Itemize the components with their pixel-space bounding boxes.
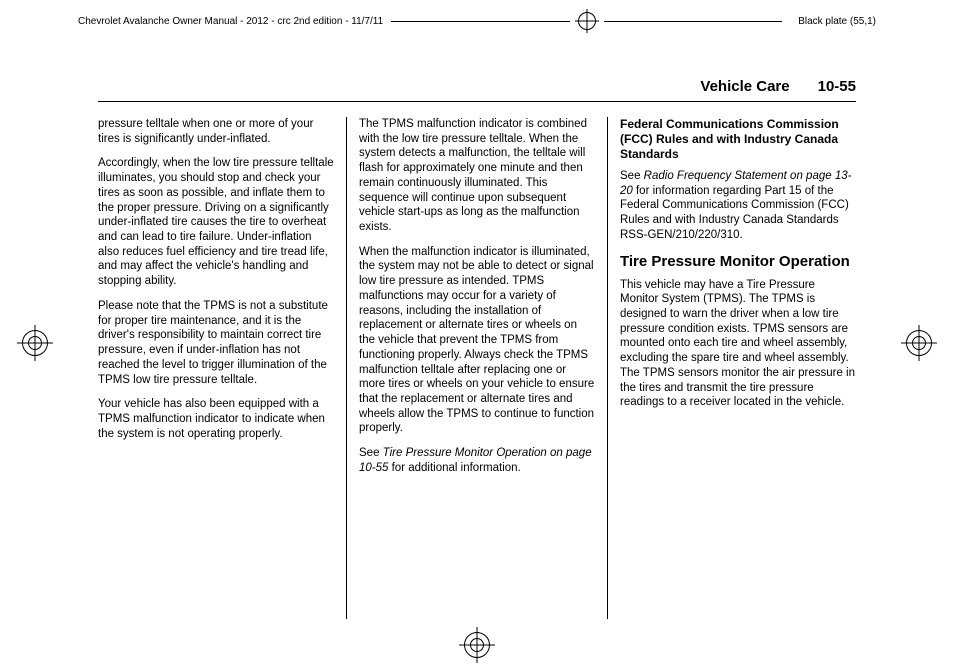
- body-text: When the malfunction indicator is illumi…: [359, 245, 595, 436]
- body-text: See Tire Pressure Monitor Operation on p…: [359, 446, 595, 475]
- registration-mark-bottom: [464, 632, 490, 658]
- section-heading: Tire Pressure Monitor Operation: [620, 253, 856, 271]
- registration-mark-right: [906, 330, 932, 356]
- registration-mark-left: [22, 330, 48, 356]
- column-2: The TPMS malfunction indicator is combin…: [346, 117, 607, 619]
- body-text: The TPMS malfunction indicator is combin…: [359, 117, 595, 235]
- text-columns: pressure telltale when one or more of yo…: [98, 117, 856, 619]
- body-text: Accordingly, when the low tire pressure …: [98, 156, 334, 288]
- text-fragment: for information regarding Part 15 of the…: [620, 185, 849, 241]
- page-content: Vehicle Care 10-55 pressure telltale whe…: [98, 78, 856, 620]
- column-1: pressure telltale when one or more of yo…: [98, 117, 346, 619]
- body-text: This vehicle may have a Tire Pressure Mo…: [620, 278, 856, 410]
- page-header: Vehicle Care 10-55: [98, 78, 856, 102]
- crop-mark-header: Chevrolet Avalanche Owner Manual - 2012 …: [0, 12, 954, 30]
- page-number: 10-55: [818, 78, 856, 95]
- crop-target-icon: [578, 12, 596, 30]
- body-text: Please note that the TPMS is not a subst…: [98, 299, 334, 387]
- subsection-heading: Federal Communications Commission (FCC) …: [620, 117, 856, 162]
- text-fragment: See: [620, 170, 644, 182]
- text-fragment: See: [359, 447, 383, 459]
- crop-line-left: [391, 21, 570, 22]
- crop-left-text: Chevrolet Avalanche Owner Manual - 2012 …: [78, 16, 383, 27]
- body-text: See Radio Frequency Statement on page 13…: [620, 169, 856, 243]
- text-fragment: for additional information.: [388, 462, 520, 474]
- body-text: Your vehicle has also been equipped with…: [98, 397, 334, 441]
- crop-line-right: [604, 21, 783, 22]
- body-text: pressure telltale when one or more of yo…: [98, 117, 334, 146]
- section-title: Vehicle Care: [700, 78, 789, 95]
- crop-right-text: Black plate (55,1): [798, 16, 876, 27]
- column-3: Federal Communications Commission (FCC) …: [607, 117, 856, 619]
